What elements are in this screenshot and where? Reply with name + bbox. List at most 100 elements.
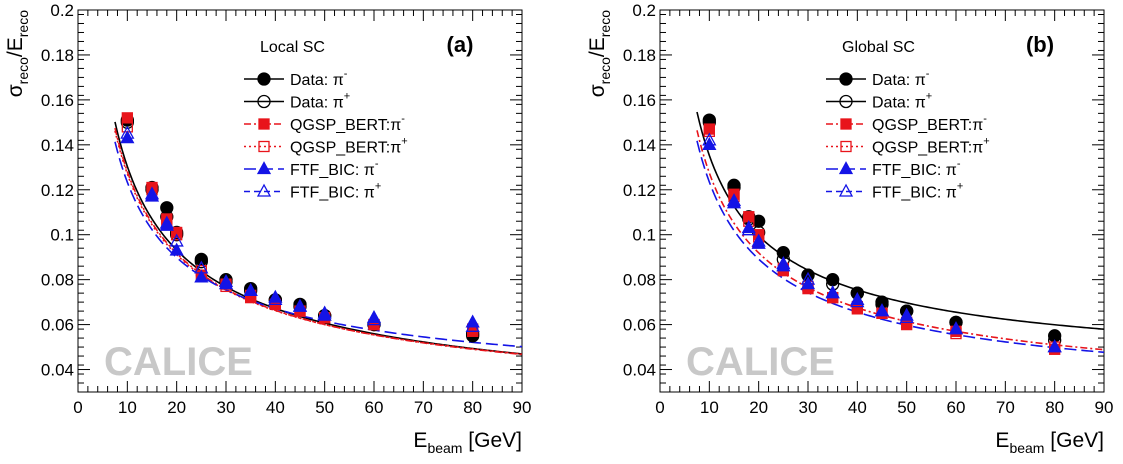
legend-label-charge: - — [344, 68, 348, 80]
legend-label-charge: - — [401, 113, 405, 125]
fit-curve-series-2 — [696, 130, 1104, 351]
data-point-series-5 — [120, 125, 135, 139]
y-tick-label: 0.06 — [623, 316, 656, 335]
data-point-series-5 — [948, 321, 964, 335]
x-tick-label: 40 — [266, 398, 285, 417]
data-point-series-5 — [800, 271, 816, 285]
data-point-series-5 — [1047, 339, 1062, 353]
legend-label-5: FTF_BIC: π+ — [872, 181, 963, 202]
legend-label-charge: - — [926, 68, 930, 80]
plot-frame — [77, 9, 523, 393]
legend-label-3: QGSP_BERT:π+ — [290, 136, 408, 157]
legend-label-4: FTF_BIC: π- — [872, 158, 961, 179]
legend-marker-3 — [840, 140, 852, 153]
data-point-series-3 — [703, 125, 715, 137]
x-tick-label: 80 — [1045, 398, 1064, 417]
legend-label-charge: + — [375, 181, 381, 193]
legend-marker-5 — [838, 183, 854, 197]
legend-label-charge: - — [957, 158, 961, 170]
legend-label-charge: + — [926, 91, 932, 103]
data-point-series-5 — [751, 233, 766, 247]
data-point-series-5 — [465, 318, 480, 332]
data-point-series-5 — [159, 215, 174, 229]
data-point-series-1 — [194, 255, 208, 269]
legend-label-charge: + — [983, 136, 989, 148]
legend-label-name: QGSP_BERT:π — [290, 117, 401, 134]
legend-label-3: QGSP_BERT:π+ — [872, 136, 990, 157]
data-point-series-5 — [317, 305, 332, 319]
y-axis-title-num: σ — [586, 84, 609, 97]
y-axis-title-den: /E — [586, 37, 609, 57]
legend-label-charge: + — [344, 91, 350, 103]
y-tick-label: 0.14 — [623, 136, 656, 155]
data-point-series-4 — [169, 242, 184, 256]
y-axis-title: σreco/Ereco — [4, 10, 31, 97]
y-tick-label: 0.18 — [41, 46, 74, 65]
legend-marker-4 — [838, 161, 854, 175]
panel-label: (b) — [1026, 32, 1054, 57]
y-axis-title-num-sub: reco — [597, 57, 613, 84]
y-tick-label: 0.08 — [623, 271, 656, 290]
data-point-series-5 — [741, 222, 756, 236]
data-point-series-5 — [776, 256, 791, 270]
data-point-series-5 — [243, 283, 258, 297]
data-point-series-5 — [825, 285, 840, 299]
y-tick-label: 0.18 — [623, 46, 656, 65]
data-point-series-5 — [169, 233, 184, 247]
legend-label-name: Data: π — [290, 72, 344, 89]
fit-curve-series-0 — [696, 111, 1104, 330]
legend-title: Local SC — [260, 39, 325, 56]
data-point-series-5 — [194, 260, 209, 274]
y-axis-title-den: /E — [4, 37, 27, 57]
legend-marker-3 — [258, 140, 270, 153]
y-tick-label: 0.12 — [623, 181, 656, 200]
y-tick-label: 0.16 — [41, 91, 74, 110]
watermark-label: CALICE — [686, 340, 835, 384]
legend-label-charge: + — [401, 136, 407, 148]
x-tick-label: 70 — [414, 398, 433, 417]
x-tick-label: 80 — [463, 398, 482, 417]
x-tick-label: 10 — [118, 398, 137, 417]
x-tick-label: 90 — [1095, 398, 1114, 417]
legend-label-name: FTF_BIC: π — [290, 162, 375, 179]
x-tick-label: 50 — [897, 398, 916, 417]
x-axis-title-sub: beam — [427, 440, 462, 456]
y-axis-title-num: σ — [4, 84, 27, 97]
x-tick-label: 60 — [365, 398, 384, 417]
legend-label-charge: - — [375, 158, 379, 170]
data-point-series-5 — [366, 312, 382, 326]
legend-marker-2 — [840, 118, 852, 130]
x-axis-title-sub: beam — [1009, 440, 1044, 456]
x-tick-label: 90 — [513, 398, 532, 417]
x-tick-label: 0 — [73, 398, 82, 417]
data-point-series-5 — [268, 292, 283, 306]
data-point-series-4 — [120, 130, 135, 144]
y-tick-label: 0.12 — [41, 181, 74, 200]
fit-curve-series-4 — [696, 140, 1104, 354]
legend-marker-0 — [257, 72, 271, 86]
data-point-series-2 — [121, 112, 133, 124]
legend-label-name: FTF_BIC: π — [290, 185, 375, 202]
y-tick-label: 0.14 — [41, 136, 74, 155]
y-tick-label: 0.04 — [623, 361, 656, 380]
y-tick-label: 0.16 — [623, 91, 656, 110]
data-point-series-4 — [702, 136, 717, 150]
legend-title: Global SC — [842, 39, 915, 56]
y-tick-label: 0.08 — [41, 271, 74, 290]
x-axis-title-unit: [GeV] — [1044, 429, 1104, 452]
x-tick-label: 60 — [947, 398, 966, 417]
x-tick-label: 0 — [655, 398, 664, 417]
y-tick-label: 0.2 — [50, 1, 74, 20]
x-tick-label: 10 — [700, 398, 719, 417]
panel-local-sc: CALICE 0 10 20 30 40 50 60 70 80 90 0.04 0.06 0.08 0.1… — [4, 1, 531, 456]
legend-label-name: QGSP_BERT:π — [872, 140, 983, 157]
x-tick-label: 40 — [848, 398, 867, 417]
data-point-series-4 — [800, 276, 816, 290]
legend-label-name: QGSP_BERT:π — [872, 117, 983, 134]
legend-label-name: Data: π — [872, 95, 926, 112]
y-tick-label: 0.06 — [41, 316, 74, 335]
legend-label-name: Data: π — [872, 72, 926, 89]
legend-marker-0 — [839, 72, 853, 86]
